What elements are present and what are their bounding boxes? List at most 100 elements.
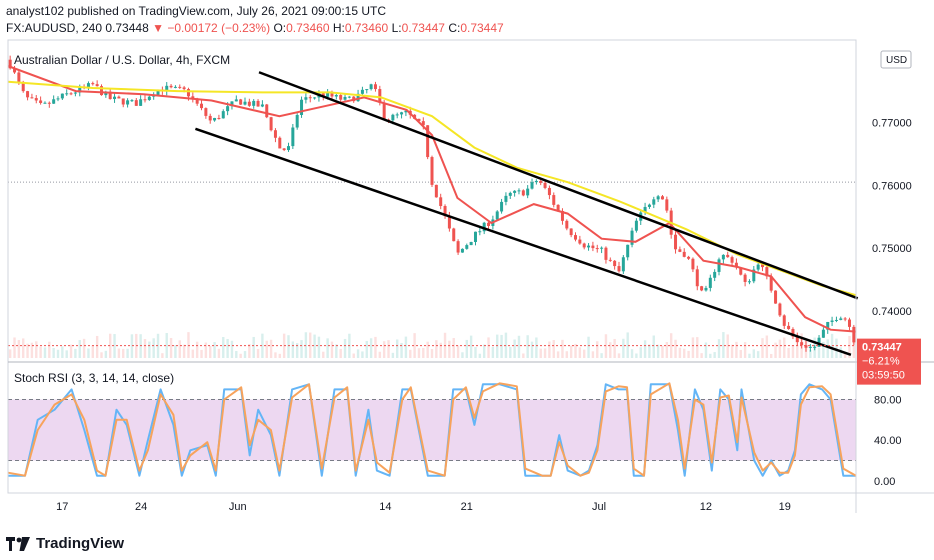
current-price-value: 0.73447 bbox=[862, 342, 902, 354]
candle-body bbox=[99, 86, 103, 96]
candle-body bbox=[291, 127, 295, 147]
bar-countdown: 03:59:50 bbox=[862, 370, 905, 382]
candle-body bbox=[417, 118, 421, 122]
candle-body bbox=[226, 106, 230, 112]
candle-body bbox=[595, 248, 599, 250]
candle-body bbox=[560, 211, 564, 221]
price-tick-label: 0.75000 bbox=[872, 243, 912, 255]
volume-bar bbox=[696, 337, 699, 358]
volume-bar bbox=[387, 340, 390, 358]
volume-bar bbox=[787, 347, 790, 358]
volume-bar bbox=[752, 349, 756, 358]
price-change: −0.00172 (−0.23%) bbox=[167, 21, 271, 35]
volume-bar bbox=[165, 333, 168, 358]
candle-body bbox=[426, 125, 430, 158]
volume-bar bbox=[30, 342, 34, 358]
candle-body bbox=[839, 318, 843, 320]
volume-bar bbox=[487, 337, 490, 358]
candle-body bbox=[813, 346, 817, 348]
candle-body bbox=[687, 256, 691, 259]
candle-body bbox=[752, 269, 756, 282]
candle-body bbox=[621, 257, 625, 272]
candle-body bbox=[660, 196, 664, 200]
volume-bar bbox=[43, 347, 47, 358]
volume-bar bbox=[565, 351, 569, 358]
volume-bar bbox=[522, 353, 525, 358]
candle-body bbox=[130, 100, 134, 102]
volume-bar bbox=[756, 351, 760, 358]
volume-bar bbox=[330, 341, 334, 358]
volume-bar bbox=[717, 339, 721, 358]
volume-bar bbox=[230, 340, 234, 358]
volume-bar bbox=[600, 353, 603, 358]
candle-body bbox=[343, 96, 347, 100]
candle-body bbox=[52, 99, 56, 104]
volume-bar bbox=[17, 340, 21, 358]
volume-bar bbox=[8, 349, 12, 358]
volume-bar bbox=[704, 342, 708, 358]
volume-bar bbox=[222, 336, 225, 358]
tradingview-logo-icon bbox=[6, 536, 30, 551]
volume-bar bbox=[143, 339, 147, 358]
volume-bar bbox=[187, 332, 190, 358]
channel-lower-line bbox=[195, 127, 852, 357]
candle-body bbox=[91, 83, 95, 85]
candle-body bbox=[243, 101, 247, 105]
candle-body bbox=[191, 96, 195, 99]
currency-badge bbox=[880, 50, 912, 69]
volume-bar bbox=[826, 339, 829, 358]
candle-body bbox=[700, 286, 704, 291]
volume-bar bbox=[104, 350, 108, 358]
candle-body bbox=[756, 264, 760, 270]
volume-bar bbox=[195, 341, 199, 358]
candle-body bbox=[556, 204, 560, 212]
candle-body bbox=[56, 98, 60, 100]
current-price-badge bbox=[857, 338, 921, 385]
volume-bar bbox=[678, 347, 682, 358]
volume-bar bbox=[52, 347, 55, 358]
volume-bar bbox=[382, 341, 386, 358]
volume-bar bbox=[730, 344, 734, 358]
candle-body bbox=[156, 89, 160, 96]
volume-bar bbox=[361, 351, 364, 358]
candle-body bbox=[726, 254, 730, 258]
stoch-tick-label: 80.00 bbox=[874, 395, 902, 407]
stoch-rsi-title: Stoch RSI (3, 3, 14, 14, close) bbox=[14, 371, 174, 385]
candle-body bbox=[43, 102, 47, 104]
candle-body bbox=[708, 277, 712, 288]
volume-bar bbox=[474, 346, 477, 358]
volume-bar bbox=[404, 336, 408, 358]
candle-body bbox=[652, 199, 656, 205]
candle-body bbox=[378, 89, 382, 103]
candle-body bbox=[382, 102, 386, 120]
close-value: 0.73447 bbox=[460, 21, 504, 35]
candle-body bbox=[143, 99, 147, 101]
volume-bar bbox=[48, 341, 51, 358]
volume-bar bbox=[748, 353, 751, 358]
volume-bar bbox=[161, 353, 164, 358]
volume-bar bbox=[322, 351, 325, 358]
volume-bar bbox=[174, 345, 177, 358]
candle-body bbox=[830, 320, 834, 322]
fast-ma-line bbox=[7, 65, 857, 333]
volume-bar bbox=[661, 345, 664, 358]
candle-body bbox=[678, 249, 682, 252]
volume-bar bbox=[761, 338, 764, 358]
candle-body bbox=[339, 95, 343, 100]
volume-bar bbox=[478, 353, 482, 358]
candle-body bbox=[252, 100, 256, 106]
candle-body bbox=[478, 231, 482, 233]
candle-body bbox=[504, 195, 508, 202]
candle-body bbox=[769, 276, 773, 291]
volume-bar bbox=[709, 353, 712, 358]
volume-bar bbox=[739, 349, 742, 358]
volume-bar bbox=[300, 340, 303, 358]
volume-bar bbox=[465, 339, 468, 358]
volume-bar bbox=[700, 353, 703, 358]
volume-bar bbox=[622, 338, 625, 358]
volume-bar bbox=[35, 341, 38, 358]
volume-bar bbox=[774, 342, 777, 358]
volume-bar bbox=[356, 349, 360, 358]
candle-body bbox=[526, 188, 530, 196]
